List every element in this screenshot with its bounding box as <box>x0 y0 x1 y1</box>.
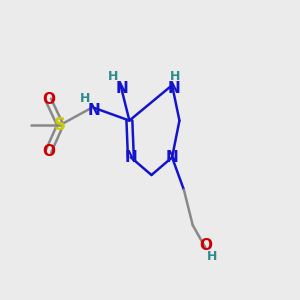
Text: H: H <box>207 250 217 263</box>
Text: O: O <box>200 238 212 253</box>
Text: S: S <box>54 116 66 134</box>
Text: N: N <box>88 103 100 118</box>
Text: N: N <box>166 150 178 165</box>
Text: O: O <box>42 144 55 159</box>
Text: N: N <box>116 81 128 96</box>
Text: H: H <box>80 92 90 105</box>
Text: N: N <box>167 81 180 96</box>
Text: H: H <box>108 70 119 83</box>
Text: N: N <box>124 150 137 165</box>
Text: H: H <box>170 70 180 83</box>
Text: O: O <box>42 92 55 107</box>
